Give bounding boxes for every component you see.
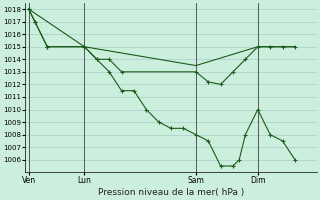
X-axis label: Pression niveau de la mer( hPa ): Pression niveau de la mer( hPa )	[98, 188, 244, 197]
